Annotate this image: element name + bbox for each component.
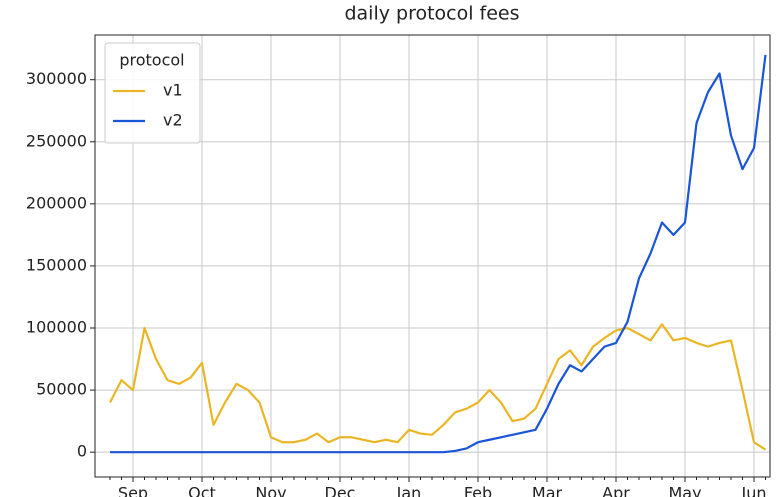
legend-box — [104, 42, 201, 144]
x-tick-label: Nov — [255, 484, 286, 497]
y-tick-label: 150000 — [26, 255, 87, 274]
x-tick-label: Feb — [464, 484, 492, 497]
legend-label: v1 — [163, 81, 183, 100]
x-tick-label: Mar — [532, 484, 563, 497]
y-tick-label: 0 — [77, 442, 87, 461]
y-tick-label: 200000 — [26, 193, 87, 212]
y-tick-label: 50000 — [36, 380, 87, 399]
y-tick-label: 100000 — [26, 318, 87, 337]
x-tick-label: Apr — [602, 484, 630, 497]
x-tick-label: Oct — [188, 484, 216, 497]
x-tick-label: May — [668, 484, 701, 497]
legend-title: protocol — [119, 51, 184, 70]
chart-title: daily protocol fees — [344, 3, 519, 25]
x-tick-label: Jun — [741, 484, 767, 497]
legend-label: v2 — [163, 111, 183, 130]
x-tick-label: Sep — [118, 484, 148, 497]
y-tick-label: 300000 — [26, 69, 87, 88]
y-tick-label: 250000 — [26, 131, 87, 150]
series-line — [110, 54, 767, 454]
x-tick-label: Dec — [325, 484, 356, 497]
x-tick-label: Jan — [396, 484, 422, 497]
series-line — [109, 323, 767, 451]
